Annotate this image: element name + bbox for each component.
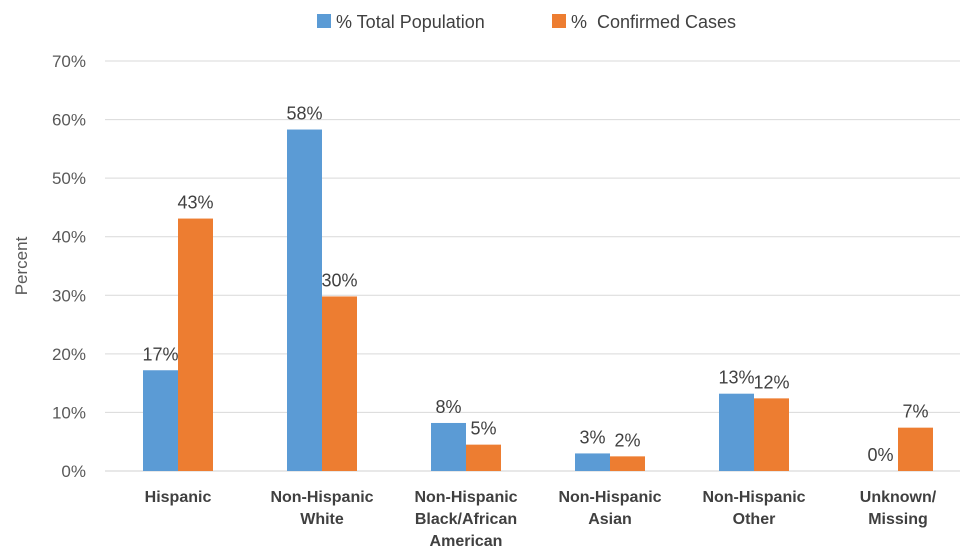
data-label-total-population: 0% [867, 445, 893, 465]
category-label: Non-Hispanic White [270, 489, 373, 528]
category-label: Hispanic [145, 489, 212, 506]
data-label-total-population: 13% [718, 368, 754, 388]
bar-confirmed-cases [610, 456, 645, 471]
category-labels: Hispanic Non-Hispanic White Non-Hispanic Bla… [145, 489, 937, 550]
bar-confirmed-cases [754, 398, 789, 471]
bar-total-population [431, 422, 466, 471]
data-label-confirmed-cases: 5% [470, 419, 496, 439]
bar-total-population [143, 370, 178, 471]
bars [143, 129, 933, 471]
legend-swatch [552, 14, 566, 28]
legend-label: % Confirmed Cases [571, 12, 736, 32]
legend-item: % Confirmed Cases [552, 12, 736, 32]
y-tick-label: 30% [52, 286, 86, 305]
y-axis-ticks: 0% 10% 20% 30% 40% 50% 60% 70% [52, 52, 86, 481]
y-axis-title: Percent [12, 236, 31, 295]
data-label-confirmed-cases: 30% [321, 270, 357, 290]
gridlines [105, 60, 960, 472]
y-tick-label: 20% [52, 345, 86, 364]
bar-confirmed-cases [898, 427, 933, 471]
legend-item: % Total Population [317, 12, 485, 32]
data-label-confirmed-cases: 7% [902, 402, 928, 422]
y-tick-label: 50% [52, 169, 86, 188]
y-tick-label: 60% [52, 111, 86, 130]
category-label: Non-Hispanic Other [702, 489, 805, 528]
y-tick-label: 70% [52, 52, 86, 71]
data-label-total-population: 17% [142, 344, 178, 364]
y-tick-label: 0% [61, 462, 86, 481]
data-label-total-population: 58% [286, 104, 322, 124]
bar-total-population [575, 453, 610, 471]
y-tick-label: 10% [52, 403, 86, 422]
legend-label: % Total Population [336, 12, 485, 32]
category-label: Non-Hispanic Asian [558, 489, 661, 528]
bar-total-population [719, 393, 754, 471]
data-label-confirmed-cases: 12% [753, 372, 789, 392]
data-label-total-population: 8% [435, 397, 461, 417]
data-labels: 17% 58% 8% 3% 13% 0% 43% 30% 5% 2% 12% 7% [142, 104, 928, 465]
bar-total-population [287, 129, 322, 471]
legend: % Total Population % Confirmed Cases [317, 12, 736, 32]
y-tick-label: 40% [52, 228, 86, 247]
bar-confirmed-cases [322, 296, 357, 471]
legend-swatch [317, 14, 331, 28]
category-label: Non-Hispanic Black/African American [414, 489, 517, 550]
bar-confirmed-cases [178, 218, 213, 471]
data-label-confirmed-cases: 43% [177, 193, 213, 213]
category-label: Unknown/Missing [860, 489, 937, 528]
data-label-confirmed-cases: 2% [614, 430, 640, 450]
data-label-total-population: 3% [579, 427, 605, 447]
bar-confirmed-cases [466, 444, 501, 471]
